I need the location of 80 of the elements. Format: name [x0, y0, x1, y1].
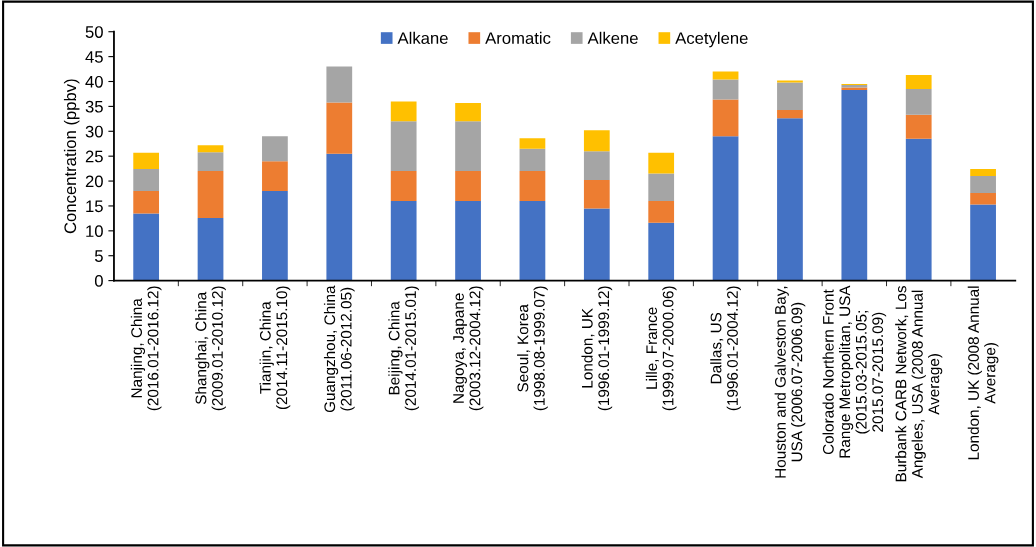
bar	[390, 171, 417, 201]
x-tick-label: London, UK (1996.01-1999.12)	[581, 286, 613, 411]
bar	[262, 191, 288, 281]
y-tick-label: 20	[85, 175, 103, 188]
y-tick-label: 25	[85, 150, 103, 163]
bar	[712, 99, 739, 137]
legend-label: Acetylene	[675, 31, 748, 48]
bar	[970, 204, 996, 281]
bar	[197, 152, 224, 172]
bar	[777, 109, 803, 119]
bar	[519, 171, 546, 201]
bar	[133, 169, 160, 192]
y-tick-label: 45	[85, 51, 103, 63]
x-tick-label: Dallas, US (1996.01-2004.12)	[710, 286, 741, 411]
x-tick-label: Lille, France (1999.07-2000.06)	[645, 286, 677, 411]
bar	[583, 180, 610, 209]
bar	[197, 217, 224, 281]
bar	[648, 152, 675, 174]
bar	[970, 193, 996, 205]
bar	[583, 130, 610, 152]
bar	[970, 169, 996, 177]
legend-label: Alkene	[587, 31, 638, 45]
y-tick-label: 50	[85, 26, 103, 38]
x-tick-label: Burbank CARB Network, Los Angeles, USA (2008 Annual Average)	[895, 286, 943, 482]
bar	[455, 102, 481, 122]
bar	[905, 114, 932, 139]
x-tick-label: Shanghai, China (2009.01-2010.12)	[195, 286, 226, 411]
x-tick-label: London, UK (2008 Annual Average)	[967, 286, 999, 460]
y-tick-label: 15	[86, 200, 103, 213]
bar	[455, 200, 481, 281]
x-tick-label: Beijing, China (2014.01-2015.01)	[388, 286, 420, 411]
y-tick-label: 10	[86, 225, 103, 238]
legend-label: Aromatic	[485, 31, 551, 45]
bar	[455, 121, 481, 172]
y-tick-label: 5	[94, 250, 103, 262]
x-tick-label: Houston and Galveston Bay, USA (2006.07-2006.09)	[774, 286, 806, 478]
bar	[326, 153, 353, 281]
bar	[390, 200, 417, 281]
bar	[905, 138, 932, 281]
bar	[133, 152, 160, 170]
bar	[133, 213, 160, 281]
bar	[519, 138, 546, 149]
bar	[326, 102, 353, 154]
bar	[905, 88, 932, 115]
bar	[841, 89, 868, 281]
bar	[648, 222, 675, 281]
x-tick-label: Colorado Northern Front Range Metropolitan, USA (2015.03-2015.05; 2015.07-2015.09)	[822, 285, 887, 458]
bar	[519, 148, 546, 172]
y-tick-label: 0	[94, 275, 103, 287]
bar	[519, 200, 546, 281]
bar	[583, 208, 610, 281]
bar	[326, 66, 353, 103]
bar	[262, 161, 288, 192]
y-tick-label: 40	[85, 75, 103, 88]
bar	[970, 176, 996, 193]
bar	[197, 171, 224, 218]
x-tick-label: Guangzhou, China (2011.06-2012.05)	[323, 285, 355, 413]
bar	[712, 71, 739, 80]
bar	[905, 75, 932, 89]
bar	[777, 118, 803, 281]
bar	[262, 136, 288, 162]
bar	[712, 79, 739, 100]
x-tick-label: Tianjin, China (2014.11-2015.10)	[259, 286, 291, 410]
legend-label: Alkane	[397, 31, 448, 45]
bar	[390, 121, 417, 172]
bar	[455, 171, 481, 201]
bar	[390, 101, 417, 122]
x-tick-label: Nanjing, China (2016.01-2016.12)	[130, 286, 162, 411]
bar	[133, 191, 160, 214]
bar	[197, 145, 224, 153]
bar	[648, 173, 675, 201]
y-tick-label: 35	[85, 100, 103, 113]
y-axis-title: Concentration (ppbv)	[63, 79, 80, 234]
bar	[583, 151, 610, 181]
y-tick-label: 30	[85, 125, 103, 138]
bar	[712, 136, 739, 281]
bar	[648, 200, 675, 223]
bar	[777, 82, 803, 110]
x-tick-label: Seoul, Korea (1998.08-1999.07)	[517, 286, 548, 411]
x-tick-label: Nagoya, Japane (2003.12-2004.12)	[453, 286, 484, 411]
